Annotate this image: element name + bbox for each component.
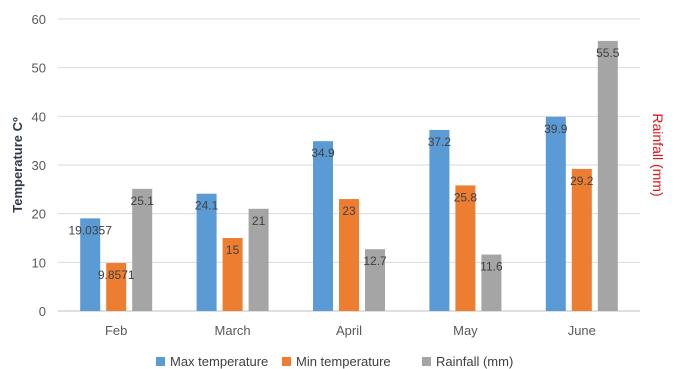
bar <box>132 188 153 311</box>
bar <box>196 193 217 311</box>
x-axis-ticks: Feb March April May June <box>105 323 596 338</box>
x-tick-label: May <box>453 323 478 338</box>
x-tick-label: June <box>568 323 596 338</box>
data-label: 34.9 <box>311 146 335 160</box>
y-tick-label: 0 <box>39 304 46 319</box>
secondary-y-axis-label: Rainfall (mm) <box>650 113 666 196</box>
bar <box>455 185 476 311</box>
data-label: 24.1 <box>195 199 219 213</box>
legend-swatch <box>156 357 165 366</box>
y-tick-label: 40 <box>32 109 46 124</box>
y-axis-label: Temperature Cº <box>10 117 25 213</box>
x-tick-label: March <box>215 323 251 338</box>
data-label: 25.1 <box>131 194 155 208</box>
y-tick-label: 50 <box>32 61 46 76</box>
x-tick-label: April <box>336 323 362 338</box>
legend-swatch <box>422 357 431 366</box>
data-label: 15 <box>226 243 240 257</box>
legend-swatch <box>282 357 291 366</box>
bar <box>248 208 269 311</box>
y-tick-label: 20 <box>32 207 46 222</box>
bar <box>222 238 243 311</box>
bar <box>106 263 127 311</box>
data-labels: 19.0357 9.8571 25.1 24.1 15 21 34.9 23 12.7 37.2 2… <box>69 46 620 282</box>
data-label: 19.0357 <box>69 223 113 237</box>
data-label: 55.5 <box>596 46 620 60</box>
data-label: 39.9 <box>544 122 568 136</box>
bar <box>429 129 450 311</box>
data-label: 21 <box>252 214 266 228</box>
bar <box>365 249 385 311</box>
bar <box>80 218 101 311</box>
data-label: 9.8571 <box>98 268 135 282</box>
y-tick-label: 30 <box>32 158 46 173</box>
bar <box>313 141 333 311</box>
y-axis-ticks: 0 10 20 30 40 50 60 <box>32 12 46 319</box>
legend-label: Max temperature <box>170 354 268 369</box>
data-label: 37.2 <box>428 135 452 149</box>
data-label: 25.8 <box>454 190 478 204</box>
bar <box>481 254 502 311</box>
data-label: 23 <box>342 204 356 218</box>
bar <box>545 116 566 311</box>
y-tick-label: 60 <box>32 12 46 27</box>
bar <box>571 168 592 311</box>
bar <box>339 199 359 311</box>
data-label: 11.6 <box>480 260 503 274</box>
x-tick-label: Feb <box>105 323 127 338</box>
data-label: 29.2 <box>570 174 594 188</box>
legend: Max temperature Min temperature Rainfall (… <box>156 354 513 369</box>
legend-label: Min temperature <box>296 354 391 369</box>
bar <box>597 40 618 312</box>
y-tick-label: 10 <box>32 255 46 270</box>
data-label: 12.7 <box>363 254 387 268</box>
bars <box>80 40 618 312</box>
legend-label: Rainfall (mm) <box>436 354 513 369</box>
